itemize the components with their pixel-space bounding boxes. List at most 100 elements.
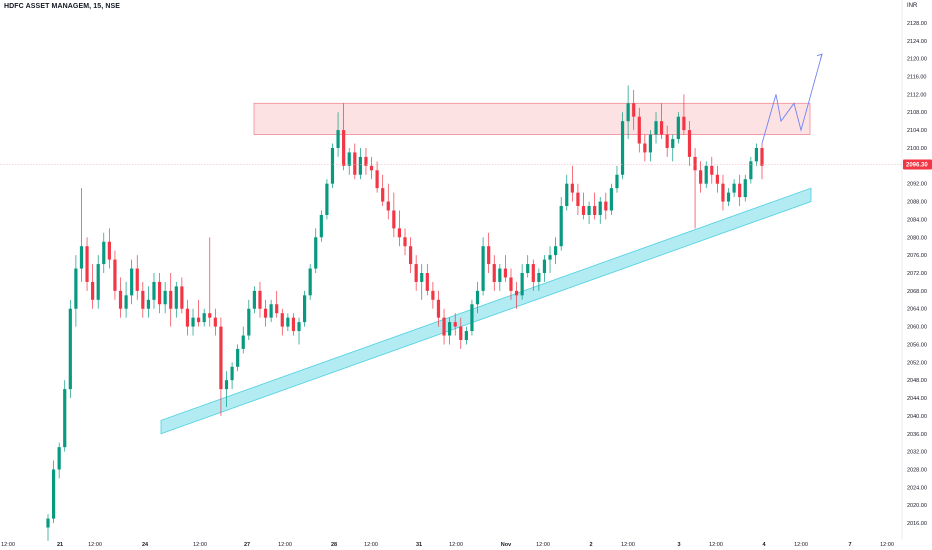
x-tick-label: 27 [244,542,250,548]
y-tick-label: 2108.00 [907,110,927,116]
candle-body [554,246,558,256]
x-tick-label: 12:00 [709,542,723,548]
candle-body [392,210,396,229]
candle [559,197,563,251]
candle-body [91,281,95,300]
candle [325,179,329,220]
candle [715,165,719,193]
candle-body [626,103,630,122]
x-tick-label: 24 [142,542,149,548]
candle-body [721,183,725,202]
resistance-zone [253,102,811,135]
candle [632,89,636,131]
candle-body [453,322,457,327]
y-tick-label: 2068.00 [907,289,927,295]
x-tick-label: 12:00 [794,542,808,548]
candle-body [51,469,56,519]
candle [202,308,206,327]
candle-body [704,165,708,184]
candle-body [157,281,162,305]
candle-body [648,134,653,153]
candle-body [124,295,128,309]
candle [710,156,714,184]
candle-body [386,201,390,211]
candle-body [174,286,178,309]
candle [79,188,84,282]
candle [620,112,625,180]
candle [726,188,731,207]
candle-body [475,290,480,305]
candle-body [548,255,552,260]
candle-body [325,183,329,215]
x-tick-label: 12:00 [880,542,894,548]
candle-body [46,518,50,528]
candle [570,165,574,202]
candle-body [637,116,641,144]
candle-body [314,237,318,269]
candle [514,281,519,309]
y-tick-label: 2036.00 [907,432,927,438]
candle-body [275,304,279,314]
candle-body [509,277,513,291]
x-tick-label: 12:00 [278,542,292,548]
y-tick-label: 2128.00 [907,21,927,27]
candle [520,264,524,300]
candle [236,344,240,372]
support-channel [160,187,812,435]
y-tick-label: 2084.00 [907,217,927,223]
candle-body [431,290,435,300]
x-tick-label: 12:00 [536,542,550,548]
candle-body [280,313,284,327]
candle [704,161,708,189]
candle [648,130,653,162]
candle-body [169,290,173,309]
candle [130,259,134,305]
candle [197,299,201,327]
y-tick-label: 2120.00 [907,57,927,63]
candle [180,277,184,314]
candle [369,156,374,180]
candle [537,268,541,291]
candle [637,107,641,153]
y-tick-label: 2040.00 [907,414,927,420]
candle [475,281,480,314]
candle-body [308,268,312,296]
y-tick-label: 2080.00 [907,235,927,241]
candle [665,125,669,157]
candle-body [85,246,89,282]
x-tick-label: 7 [848,542,851,548]
last-price-tag [903,159,932,170]
candle [208,237,212,327]
candle-body [236,348,240,367]
candle [693,147,697,229]
candle-body [526,264,530,273]
candle [682,94,686,135]
candle-body [347,152,351,166]
candle [213,308,217,336]
candle-body [263,308,268,318]
candle-body [358,156,362,175]
candle [68,299,72,399]
candle-body [464,331,468,340]
candle [615,165,619,193]
candle [169,273,173,327]
y-tick-label: 2064.00 [907,307,927,313]
candle-body [342,130,346,166]
candle [503,255,508,282]
candle [113,250,117,300]
candle-body [185,308,190,327]
candle-body [146,299,151,309]
candle [676,112,680,144]
candle-body [291,317,296,332]
candle [459,317,463,349]
projection-arrowhead [816,53,823,60]
candle-body [726,192,731,202]
candle-body [113,259,117,291]
candle [157,273,162,314]
candle [275,290,279,318]
candle [107,228,111,269]
candle [732,179,736,198]
candle-body [68,308,72,390]
candle [431,281,435,309]
